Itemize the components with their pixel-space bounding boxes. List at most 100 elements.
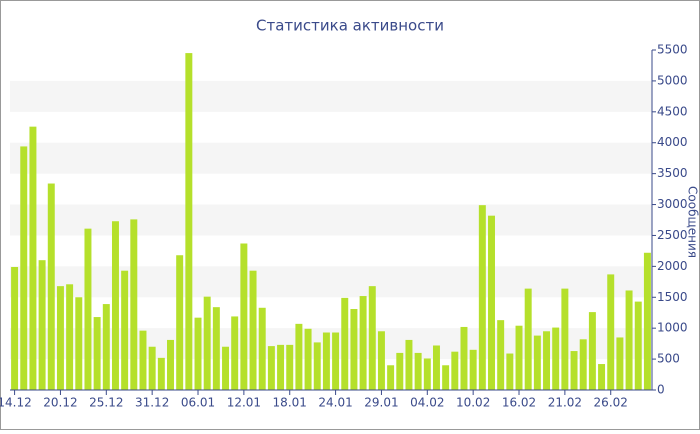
bar — [267, 346, 275, 390]
bar — [56, 286, 64, 390]
grid-band — [10, 266, 652, 298]
x-tick-label: 31.12 — [135, 396, 169, 410]
bar — [543, 331, 551, 390]
bar — [93, 317, 101, 390]
x-tick-label: 20.12 — [43, 396, 77, 410]
bar — [552, 327, 560, 390]
bar — [598, 364, 606, 390]
bar — [11, 266, 19, 390]
bar — [405, 339, 413, 390]
x-tick-label: 06.01 — [181, 396, 215, 410]
x-tick-label: 21.02 — [548, 396, 582, 410]
bar — [139, 330, 147, 390]
bar — [396, 352, 404, 390]
bar — [332, 332, 340, 390]
bar — [460, 326, 468, 390]
bar — [240, 243, 248, 390]
bar — [231, 316, 239, 390]
bar — [478, 205, 486, 390]
bar — [506, 353, 514, 390]
y-tick-label: 500 — [657, 352, 680, 366]
bar — [84, 228, 92, 390]
bar — [258, 307, 266, 390]
bar — [451, 351, 459, 390]
x-tick-label: 25.12 — [89, 396, 123, 410]
bar — [295, 323, 303, 390]
bar — [130, 219, 138, 390]
bar — [442, 365, 450, 390]
bar — [29, 126, 37, 391]
x-tick-label: 16.02 — [502, 396, 536, 410]
bar — [359, 296, 367, 390]
bar — [322, 332, 330, 390]
bar — [38, 260, 46, 390]
chart-title: Статистика активности — [256, 17, 444, 35]
bar — [249, 270, 257, 390]
bar — [377, 331, 385, 390]
bar — [75, 297, 83, 390]
x-tick-label: 29.01 — [364, 396, 398, 410]
bar — [579, 339, 587, 390]
bar — [286, 344, 294, 390]
grid-band — [10, 142, 652, 174]
bar — [111, 221, 119, 390]
x-tick-label: 12.01 — [227, 396, 261, 410]
y-tick-label: 2500 — [657, 228, 688, 242]
bar — [304, 328, 312, 390]
bar — [469, 349, 477, 390]
bar — [561, 288, 569, 390]
x-tick-label: 24.01 — [318, 396, 352, 410]
bar — [212, 307, 220, 390]
bar — [66, 284, 74, 390]
bar — [368, 286, 376, 390]
bar — [222, 346, 230, 390]
bar — [387, 365, 395, 390]
bar — [533, 335, 541, 390]
grid-band — [10, 80, 652, 112]
bar — [313, 342, 321, 390]
y-tick-label: 1500 — [657, 290, 688, 304]
y-tick-label: 0 — [657, 383, 665, 397]
bar — [497, 320, 505, 390]
x-tick-label: 04.02 — [410, 396, 444, 410]
bar — [616, 337, 624, 390]
y-tick-label: 4000 — [657, 135, 688, 149]
bar — [167, 339, 174, 390]
grid-band — [10, 204, 652, 236]
bar — [47, 183, 55, 390]
bar — [607, 274, 615, 390]
y-tick-label: 1000 — [657, 321, 688, 335]
bar — [185, 53, 193, 390]
y-axis-title: Сообщения — [686, 186, 700, 258]
bar — [341, 297, 349, 390]
bar — [157, 357, 165, 390]
y-tick-label: 5500 — [657, 43, 688, 57]
y-tick-label: 3000 — [657, 197, 688, 211]
bar — [277, 344, 285, 390]
bar — [643, 252, 651, 390]
bar — [121, 270, 129, 390]
y-tick-label: 5000 — [657, 73, 688, 87]
y-tick-label: 3500 — [657, 166, 688, 180]
bar — [625, 290, 633, 390]
y-tick-label: 2000 — [657, 259, 688, 273]
bar — [414, 352, 422, 390]
bar — [432, 345, 440, 390]
x-tick-label: 18.01 — [273, 396, 307, 410]
bar — [515, 325, 523, 390]
bar — [570, 351, 578, 390]
bar — [148, 346, 156, 390]
bar — [20, 146, 28, 390]
bar — [203, 296, 211, 390]
bar — [588, 312, 596, 390]
x-tick-label: 26.02 — [594, 396, 628, 410]
x-tick-label: 10.02 — [456, 396, 490, 410]
bar — [176, 255, 184, 390]
bar — [194, 317, 202, 390]
x-tick-label: 14.12 — [0, 396, 32, 410]
bar — [634, 301, 642, 390]
bar — [350, 309, 358, 390]
y-tick-label: 4500 — [657, 104, 688, 118]
bar — [488, 215, 495, 390]
